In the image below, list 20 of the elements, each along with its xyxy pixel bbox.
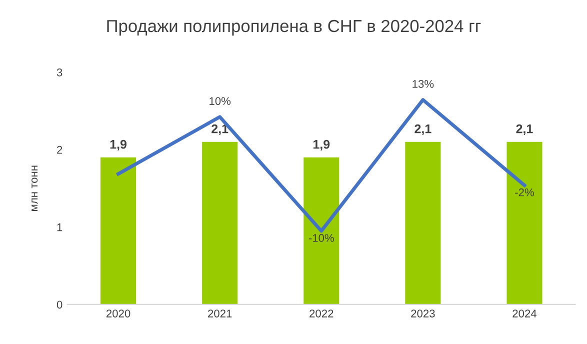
data-label: 1,9 bbox=[313, 140, 330, 151]
x-tick-label: 2021 bbox=[208, 310, 232, 318]
x-tick-label: 2022 bbox=[310, 310, 334, 318]
x-tick-label: 2024 bbox=[512, 310, 537, 318]
data-label: 2,1 bbox=[516, 124, 533, 136]
y-axis-title: млн тонн bbox=[32, 166, 38, 211]
y-tick-label: 0 bbox=[56, 300, 62, 309]
x-tick-label: 2020 bbox=[106, 310, 130, 318]
x-tick-label: 2023 bbox=[411, 310, 435, 318]
chart-title: Продажи полипропилена в СНГ в 2020-2024 гг bbox=[107, 20, 481, 36]
data-label: -10% bbox=[308, 234, 334, 242]
y-tick-label: 2 bbox=[57, 146, 62, 154]
y-tick-label: 3 bbox=[56, 68, 62, 76]
data-label: 2,1 bbox=[414, 124, 432, 136]
y-tick-label: 1 bbox=[57, 223, 62, 232]
data-label: 2,1 bbox=[212, 124, 228, 136]
data-label: -2% bbox=[515, 188, 534, 196]
data-label: 10% bbox=[210, 97, 231, 105]
data-label: 1,9 bbox=[110, 140, 127, 151]
data-label: 13% bbox=[412, 80, 434, 88]
